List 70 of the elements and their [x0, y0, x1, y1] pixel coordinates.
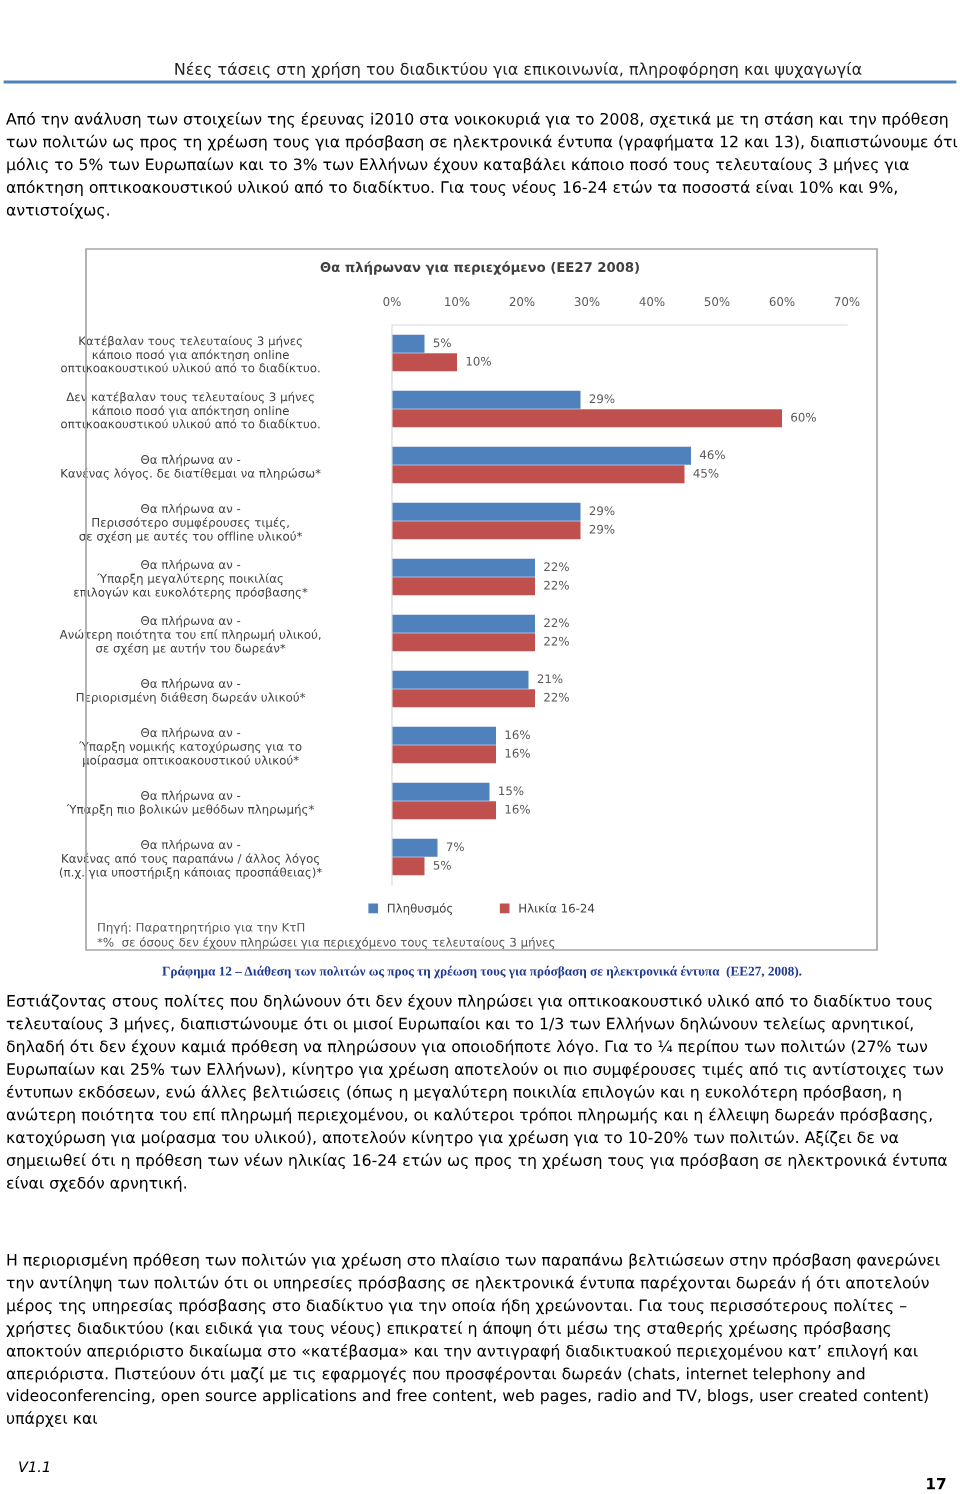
bar: [392, 633, 535, 652]
bar: [392, 670, 529, 689]
y-tick-label: Θα πλήρωνα αν - Ανώτερη ποιότητα του επί πληρωμή υλικού, σε σχέση με αυτήν του δωρεάν*: [59, 615, 321, 655]
bar: [392, 726, 496, 745]
bar: [392, 782, 490, 801]
data-label: 22%: [544, 692, 569, 702]
x-tick-label: 30%: [574, 297, 600, 307]
legend-label: Πληθυσμός: [387, 903, 453, 915]
x-tick-label: 10%: [445, 297, 470, 307]
data-label: 5%: [433, 860, 451, 870]
bar: [392, 334, 425, 353]
bar: [392, 521, 581, 540]
y-tick-label: Δεν κατέβαλαν τους τελευταίους 3 μήνες κάποιο ποσό για απόκτηση online οπτικοακουστικού υλικού από το διαδίκτυο.: [61, 391, 320, 429]
x-tick-label: 0%: [383, 297, 401, 307]
text: *% σε όσους δεν έχουν πληρώσει για περιεχόμενο τους τελευταίους 3 μήνες: [97, 937, 555, 949]
legend-label: Ηλικία 16-24: [519, 903, 595, 913]
y-tick-label: Θα πλήρωνα αν - Ύπαρξη μεγαλύτερης ποικιλίας επιλογών και ευκολότερης πρόσβασης*: [74, 559, 308, 599]
data-label: 16%: [505, 748, 530, 758]
data-label: 22%: [544, 580, 569, 590]
y-tick-label: Θα πλήρωνα αν - Κανένας λόγος. δε διατίθεμαι να πληρώσω*: [61, 454, 321, 481]
y-tick-label: Θα πλήρωνα αν - Περιορισμένη διάθεση δωρεάν υλικού*: [76, 678, 306, 705]
bar: [392, 390, 581, 409]
bar: [392, 465, 685, 484]
text: 17: [927, 1478, 946, 1490]
data-label: 15%: [499, 786, 524, 796]
y-tick-label: Θα πλήρωνα αν - Ύπαρξη νομικής κατοχύρωσης για το μοίρασμα οπτικοακουστικού υλικού*: [78, 727, 302, 767]
text: Από την ανάλυση των στοιχείων της έρευνας i2010 στα νοικοκυριά για το 2008, σχετικά με τη στάση και την πρόθεση των πολιτών ως προς τη χρέωση τους για πρόσβαση σε ηλεκτρονικά έντυπα (γραφήματα 12 και 13), διαπιστώνουμε ότι μόλις το 5% των Ευρωπαίων και το 3% των Ελλήνων έχουν καταβάλει κάποιο ποσό τους τελευταίους 3 μήνες για απόκτηση οπτικοακουστικού υλικού από το διαδίκτυο. Για τους νέους 16-24 ετών τα ποσοστά είναι 10% και 9%, αντιστοίχως.: [6, 112, 958, 219]
bar: [392, 801, 496, 820]
chart-title: Θα πλήρωναν για περιεχόμενο (ΕΕ27 2008): [320, 261, 639, 275]
y-tick-label: Θα πλήρωνα αν - Κανένας από τους παραπάνω / άλλος λόγος (π.χ. για υποστήριξη κάποιας προσπάθειας)*: [59, 839, 322, 879]
data-label: 16%: [505, 804, 530, 814]
data-label: 29%: [589, 394, 615, 404]
bar: [392, 353, 457, 372]
data-label: 29%: [589, 524, 615, 534]
data-label: 10%: [466, 356, 491, 366]
x-tick-label: 60%: [769, 297, 795, 307]
bar: [392, 838, 438, 857]
y-tick-label: Κατέβαλαν τους τελευταίους 3 μήνες κάποιο ποσό για απόκτηση online οπτικοακουστικού υλικού από το διαδίκτυο.: [61, 335, 320, 373]
y-tick-label: Θα πλήρωνα αν - Ύπαρξη πιο βολικών μεθόδων πληρωμής*: [66, 790, 315, 817]
text: V1.1: [19, 1461, 49, 1473]
y-tick-label: Θα πλήρωνα αν - Περισσότερο συμφέρουσες τιμές, σε σχέση με αυτές του offline υλικού*: [79, 503, 303, 543]
data-label: 45%: [693, 468, 719, 478]
bar: [392, 502, 581, 521]
data-label: 5%: [433, 338, 451, 348]
bar: [392, 745, 496, 764]
data-label: 46%: [699, 450, 725, 460]
data-label: 22%: [544, 618, 569, 628]
data-label: 7%: [446, 842, 464, 852]
bar: [392, 614, 535, 633]
data-label: 29%: [589, 506, 615, 516]
bar: [392, 689, 535, 708]
text: Γράφημα 12 – Διάθεση των πολιτών ως προς τη χρέωση τους για πρόσβαση σε ηλεκτρονικά έντυπα (ΕΕ27, 2008).: [162, 965, 802, 979]
x-tick-label: 50%: [704, 297, 730, 307]
text: Πηγή: Παρατηρητήριο για την ΚτΠ: [98, 922, 305, 934]
data-label: 60%: [791, 412, 816, 422]
x-tick-label: 20%: [509, 297, 535, 307]
bar: [392, 857, 425, 876]
data-label: 16%: [505, 730, 530, 740]
bar: [392, 409, 782, 428]
bar: [392, 577, 535, 596]
data-label: 21%: [537, 674, 563, 684]
data-label: 22%: [544, 562, 569, 572]
data-label: 22%: [544, 636, 569, 646]
x-tick-label: 40%: [639, 297, 665, 307]
text: Εστιάζοντας στους πολίτες που δηλώνουν ότι δεν έχουν πληρώσει για οπτικοακουστικό υλικό από το διαδίκτυο τους τελευταίους 3 μήνες, διαπιστώνουμε ότι οι μισοί Ευρωπαίοι και το 1/3 των Ελλήνων δηλώνουν τελείως αρνητικοί, δηλαδή ότι δεν έχουν καμιά πρόθεση να πληρώσουν για οποιοδήποτε λόγο. Για το ¼ περίπου των πολιτών (27% των Ευρωπαίων και 25% των Ελλήνων), κίνητρο για χρέωση αποτελούν οι πιο συμφέρουσες τιμές από τις αντίστοιχες των έντυπων εκδόσεων, ενώ άλλες βελτιώσεις (όπως η μεγαλύτερη ποικιλία επιλογών και η ευκολότερη πρόσβαση, η ανώτερη ποιότητα του επί πληρωμή περιεχομένου, οι καλύτεροι τρόποι πληρωμής και η έλλειψη δωρεάν πρόσβασης, κατοχύρωση για μοίρασμα του υλικού), αποτελούν κίνητρο για χρέωση για το 10-20% των πολιτών. Αξίζει δε να σημειωθεί ότι η πρόθεση των νέων ηλικίας 16-24 ετών ως προς τη χρέωση τους για πρόσβαση σε ηλεκτρονικά έντυπα είναι σχεδόν αρνητική.: [6, 994, 947, 1192]
bar: [392, 558, 535, 577]
x-tick-label: 70%: [834, 297, 860, 307]
text: Νέες τάσεις στη χρήση του διαδικτύου για επικοινωνία, πληροφόρηση και ψυχαγωγία: [175, 61, 862, 79]
text: Η περιορισμένη πρόθεση των πολιτών για χρέωση στο πλαίσιο των παραπάνω βελτιώσεων στην πρόσβαση φανερώνει την αντίληψη των πολιτών ότι οι υπηρεσίες πρόσβασης σε ηλεκτρονικά έντυπα παρέχονται δωρεάν ή ότι αποτελούν μέρος της υπηρεσίας πρόσβασης στο διαδίκτυο για την οποία ήδη χρεώνονται. Για τους περισσότερους πολίτες – χρήστες διαδικτύου (και ειδικά για τους νέους) επικρατεί η άποψη ότι μέσω της σταθερής χρέωσης πρόσβασης αποκτούν απεριόριστο δικαίωμα στο «κατέβασμα» και την αντιγραφή διαδικτυακού περιεχομένου κατ’ επιλογή και απεριόριστα. Πιστεύουν ότι μαζί με τις εφαρμογές που προσφέρονται δωρεάν (chats, internet telephony and videoconferencing, open source applications and free content, web pages, radio and TV, blogs, user created content) υπάρχει και: [6, 1253, 940, 1428]
bar: [392, 446, 691, 465]
